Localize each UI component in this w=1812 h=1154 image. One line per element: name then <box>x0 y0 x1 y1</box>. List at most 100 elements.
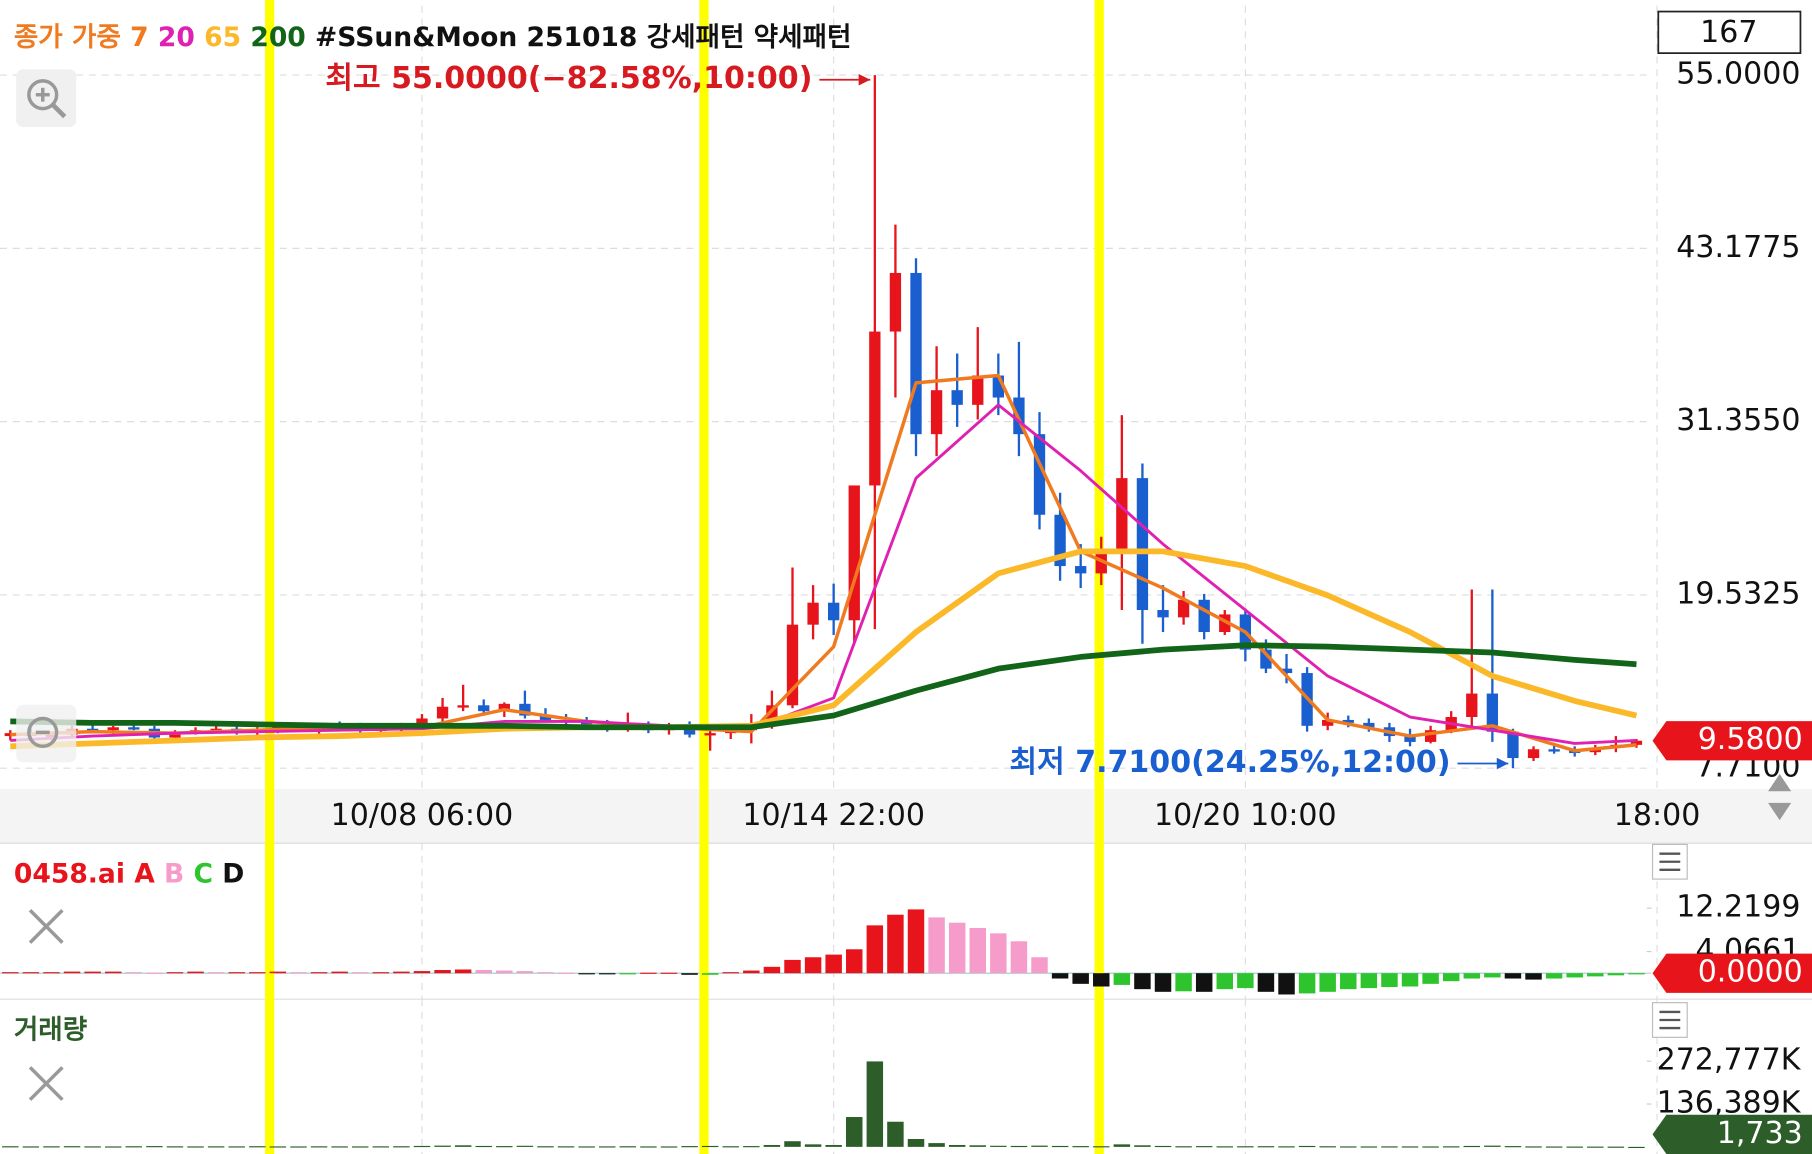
candle-body <box>436 706 449 719</box>
bar <box>125 972 143 974</box>
bar <box>928 917 945 974</box>
bar <box>1237 1146 1254 1148</box>
legend-entry: C <box>194 858 214 889</box>
bar <box>166 1146 184 1148</box>
bar <box>372 1146 390 1148</box>
bar <box>207 972 225 974</box>
candle-body <box>992 375 1005 398</box>
bar <box>331 1146 348 1148</box>
close-indicator-button[interactable] <box>28 909 64 944</box>
bar <box>496 1146 513 1148</box>
bar <box>1360 973 1378 989</box>
bar <box>701 1145 719 1148</box>
bar <box>1381 973 1398 988</box>
bar <box>1442 973 1460 982</box>
bar <box>1051 973 1069 979</box>
bar <box>660 972 678 974</box>
bar <box>84 1146 101 1148</box>
annotation: 최저 7.7100(24.25%,12:00) <box>1010 745 1451 780</box>
bar <box>1113 973 1131 985</box>
bar <box>1010 1145 1028 1148</box>
y-tick-label: 31.3550 <box>1676 403 1800 438</box>
bar <box>1422 973 1439 984</box>
current-value-label: 9.5800 <box>1698 722 1803 757</box>
bar <box>43 972 60 974</box>
candle-body <box>86 728 99 732</box>
bar <box>2 1146 19 1148</box>
bar <box>660 1146 678 1148</box>
close-volume-button[interactable] <box>28 1066 64 1101</box>
current-value-box <box>1652 721 1812 761</box>
bar <box>1566 1146 1583 1148</box>
bar <box>619 973 637 975</box>
y-tick-label: 55.0000 <box>1676 57 1800 92</box>
panel-title: 0458.ai A B C D <box>14 858 244 889</box>
bar <box>1463 973 1481 979</box>
bar <box>557 1146 575 1148</box>
zoom-out-button[interactable] <box>16 704 77 763</box>
zoom-in-button[interactable] <box>16 69 77 128</box>
volume-menu-button[interactable] <box>1651 1002 1688 1038</box>
bar <box>887 914 904 974</box>
legend-entry: 7 <box>130 22 148 53</box>
indicator-menu-button[interactable] <box>1651 843 1688 880</box>
x-axis-band <box>0 788 1812 844</box>
candle-body <box>1630 740 1643 745</box>
bar <box>1216 973 1234 990</box>
bar <box>1195 1146 1213 1148</box>
bar <box>351 972 369 974</box>
bar <box>1278 973 1295 995</box>
candle-body <box>1342 719 1354 723</box>
bar <box>743 1146 760 1148</box>
bar <box>331 971 348 974</box>
candle-body <box>498 703 510 712</box>
candle-body <box>1198 599 1210 633</box>
candle-body <box>869 331 881 486</box>
bar <box>1154 1145 1172 1148</box>
bar <box>393 1146 410 1148</box>
bar <box>413 1145 431 1148</box>
highlight-line <box>265 0 275 1154</box>
bar <box>351 1146 369 1148</box>
y-tick-label: 272,777K <box>1657 1043 1802 1078</box>
bar <box>907 909 925 974</box>
bar <box>372 972 390 974</box>
bar <box>1504 1146 1522 1148</box>
bar <box>948 922 966 974</box>
bar <box>43 1146 60 1148</box>
bar <box>249 972 266 974</box>
bar <box>846 949 863 974</box>
bar <box>1587 973 1604 977</box>
scale-arrows[interactable] <box>1768 773 1792 821</box>
bar <box>22 972 40 974</box>
bar <box>1175 973 1192 992</box>
bar <box>1442 1146 1460 1148</box>
bar <box>640 972 657 974</box>
candle-body <box>1527 749 1540 759</box>
candle-body <box>128 727 140 730</box>
candle-body <box>1177 599 1190 618</box>
bar <box>784 959 801 974</box>
legend-entry: 200 <box>250 22 305 53</box>
x-tick-label: 18:00 <box>1614 798 1701 833</box>
candle-body <box>1219 614 1231 633</box>
bar <box>619 1146 637 1148</box>
bar <box>578 973 595 975</box>
candle-body <box>1116 478 1128 552</box>
bar <box>1257 973 1275 992</box>
candle-body <box>1280 668 1293 674</box>
counter: 167 <box>1700 15 1757 50</box>
bar <box>1628 1146 1645 1149</box>
candle-body <box>828 602 840 621</box>
bar <box>990 1145 1007 1147</box>
candle-body <box>416 718 428 725</box>
bar <box>557 972 575 974</box>
candle-body <box>1260 649 1272 669</box>
bar <box>1504 973 1522 979</box>
subtitle: #SSun&Moon 251018 강세패턴 약세패턴 <box>315 22 851 53</box>
bar <box>290 972 307 974</box>
bar <box>146 972 163 974</box>
candle-body <box>457 705 469 708</box>
bar <box>1484 973 1501 978</box>
bar <box>1340 1146 1357 1148</box>
